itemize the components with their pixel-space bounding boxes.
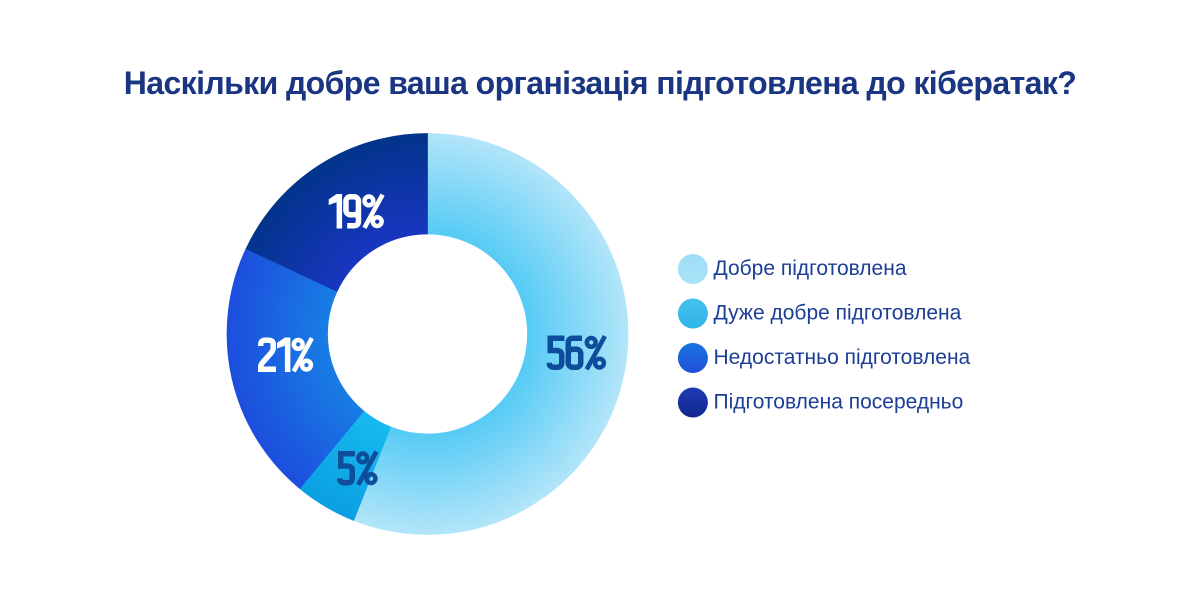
svg-text:Дуже добре підготовлена: Дуже добре підготовлена	[714, 302, 962, 325]
svg-text:Підготовлена посередньо: Підготовлена посередньо	[714, 391, 964, 414]
svg-text:Наскільки добре ваша організац: Наскільки добре ваша організація підгото…	[124, 65, 1076, 101]
svg-text:Недостатньо підготовлена: Недостатньо підготовлена	[714, 346, 971, 369]
svg-text:Добре підготовлена: Добре підготовлена	[714, 257, 907, 280]
